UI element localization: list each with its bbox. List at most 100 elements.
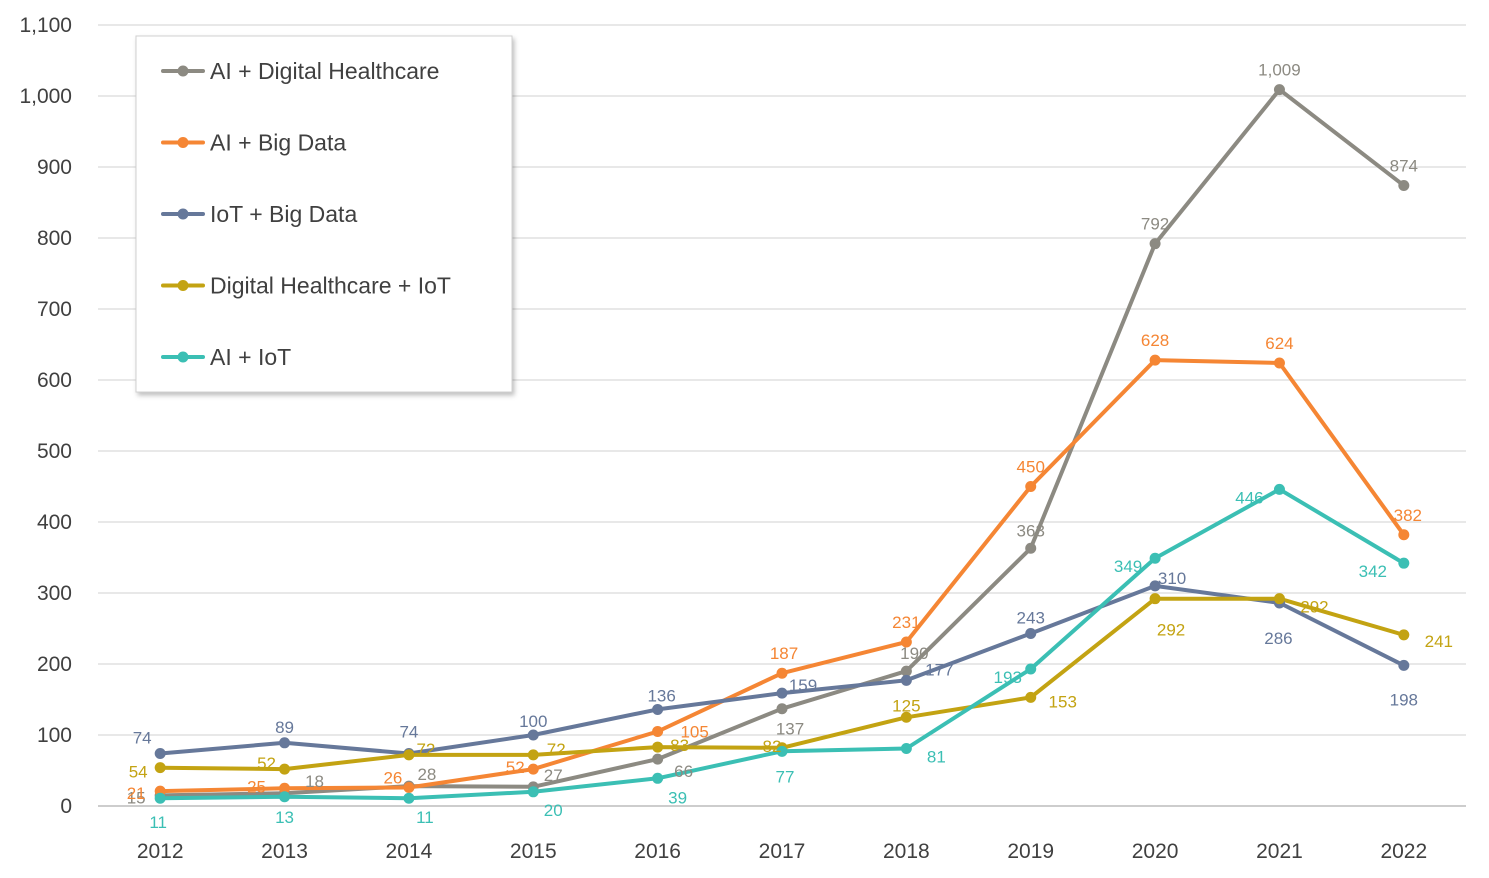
legend-swatch-marker xyxy=(177,280,189,291)
data-point xyxy=(154,792,166,804)
data-point xyxy=(1398,179,1410,191)
x-tick-label: 2017 xyxy=(759,840,806,863)
legend-swatch-marker xyxy=(177,351,189,363)
data-point xyxy=(900,674,912,686)
data-label: 83 xyxy=(670,736,689,755)
data-point xyxy=(1273,483,1285,495)
data-label: 243 xyxy=(1017,608,1045,627)
data-label: 1,009 xyxy=(1258,61,1301,80)
x-tick-label: 2013 xyxy=(261,840,308,863)
data-label: 27 xyxy=(544,766,563,785)
x-tick-label: 2012 xyxy=(137,840,184,863)
y-tick-label: 800 xyxy=(37,227,72,250)
data-point xyxy=(154,762,166,774)
data-point xyxy=(1025,627,1037,639)
data-point xyxy=(527,786,539,798)
data-label: 177 xyxy=(925,660,953,679)
legend-swatch-marker xyxy=(177,65,189,77)
legend-label: AI + Digital Healthcare xyxy=(210,58,439,84)
data-point xyxy=(1273,84,1285,96)
data-label: 187 xyxy=(770,644,798,663)
data-point xyxy=(1149,238,1161,250)
data-point xyxy=(279,791,291,803)
data-label: 159 xyxy=(789,676,817,695)
data-label: 66 xyxy=(674,762,693,781)
data-label: 874 xyxy=(1390,156,1418,175)
data-label: 74 xyxy=(399,722,418,741)
data-point xyxy=(403,792,415,804)
x-tick-label: 2016 xyxy=(634,840,681,863)
legend-label: AI + IoT xyxy=(210,344,291,370)
data-point xyxy=(776,703,788,715)
data-labels: 15 18 28 27 66 137 190 363 792 1,009 874 21 25 26 52 10… xyxy=(127,61,1453,833)
data-label: 450 xyxy=(1017,458,1045,477)
data-point xyxy=(279,763,291,775)
y-tick-label: 400 xyxy=(37,511,72,534)
legend-label: IoT + Big Data xyxy=(210,201,357,227)
data-label: 89 xyxy=(275,718,294,737)
y-tick-label: 900 xyxy=(37,156,72,179)
data-label: 153 xyxy=(1049,692,1077,711)
data-label: 28 xyxy=(417,765,436,784)
data-label: 190 xyxy=(900,644,928,663)
y-tick-label: 300 xyxy=(37,582,72,605)
data-point xyxy=(900,711,912,723)
data-label: 74 xyxy=(133,728,152,747)
y-tick-label: 1,000 xyxy=(19,85,72,108)
data-label: 82 xyxy=(763,737,782,756)
data-point xyxy=(652,772,664,784)
data-label: 26 xyxy=(383,769,402,788)
data-label: 52 xyxy=(257,754,276,773)
data-point xyxy=(154,747,166,759)
x-tick-label: 2020 xyxy=(1132,840,1179,863)
data-point xyxy=(1273,357,1285,369)
data-point xyxy=(1398,629,1410,641)
data-label: 136 xyxy=(647,686,675,705)
data-label: 11 xyxy=(149,813,167,832)
data-label: 624 xyxy=(1265,334,1293,353)
data-point xyxy=(403,782,415,794)
data-point xyxy=(776,687,788,699)
data-point xyxy=(527,749,539,761)
data-point xyxy=(279,782,291,794)
data-point xyxy=(776,745,788,757)
data-label: 292 xyxy=(1157,621,1185,640)
data-label: 11 xyxy=(416,808,434,827)
data-point xyxy=(652,703,664,715)
data-label: 292 xyxy=(1300,598,1328,617)
y-tick-label: 0 xyxy=(60,795,72,818)
data-label: 193 xyxy=(994,668,1022,687)
legend-swatch-marker xyxy=(177,208,189,220)
data-point xyxy=(1398,557,1410,569)
series-points xyxy=(154,84,1410,804)
data-label: 310 xyxy=(1158,569,1186,588)
data-label: 77 xyxy=(776,767,795,786)
y-tick-label: 100 xyxy=(37,724,72,747)
data-label: 100 xyxy=(519,712,547,731)
legend-swatch-marker xyxy=(177,137,189,148)
legend-label: AI + Big Data xyxy=(210,130,346,156)
y-tick-label: 200 xyxy=(37,653,72,676)
data-point xyxy=(900,665,912,677)
data-label: 363 xyxy=(1017,521,1045,540)
data-label: 125 xyxy=(892,696,920,715)
data-label: 792 xyxy=(1141,215,1169,234)
x-tick-label: 2021 xyxy=(1256,840,1303,863)
data-point xyxy=(527,729,539,741)
data-label: 81 xyxy=(927,747,946,766)
data-label: 15 xyxy=(127,788,146,807)
data-label: 18 xyxy=(305,772,324,791)
data-label: 105 xyxy=(680,722,708,741)
data-label: 21 xyxy=(127,784,146,803)
data-label: 241 xyxy=(1425,632,1453,651)
x-tick-label: 2018 xyxy=(883,840,930,863)
data-point xyxy=(1025,663,1037,675)
y-tick-label: 1,100 xyxy=(19,14,72,37)
data-label: 446 xyxy=(1235,488,1263,507)
data-point xyxy=(1025,691,1037,703)
data-label: 286 xyxy=(1264,629,1292,648)
data-point xyxy=(1025,542,1037,554)
data-point xyxy=(1149,354,1161,366)
x-tick-label: 2022 xyxy=(1380,840,1427,863)
data-point xyxy=(1025,481,1037,492)
